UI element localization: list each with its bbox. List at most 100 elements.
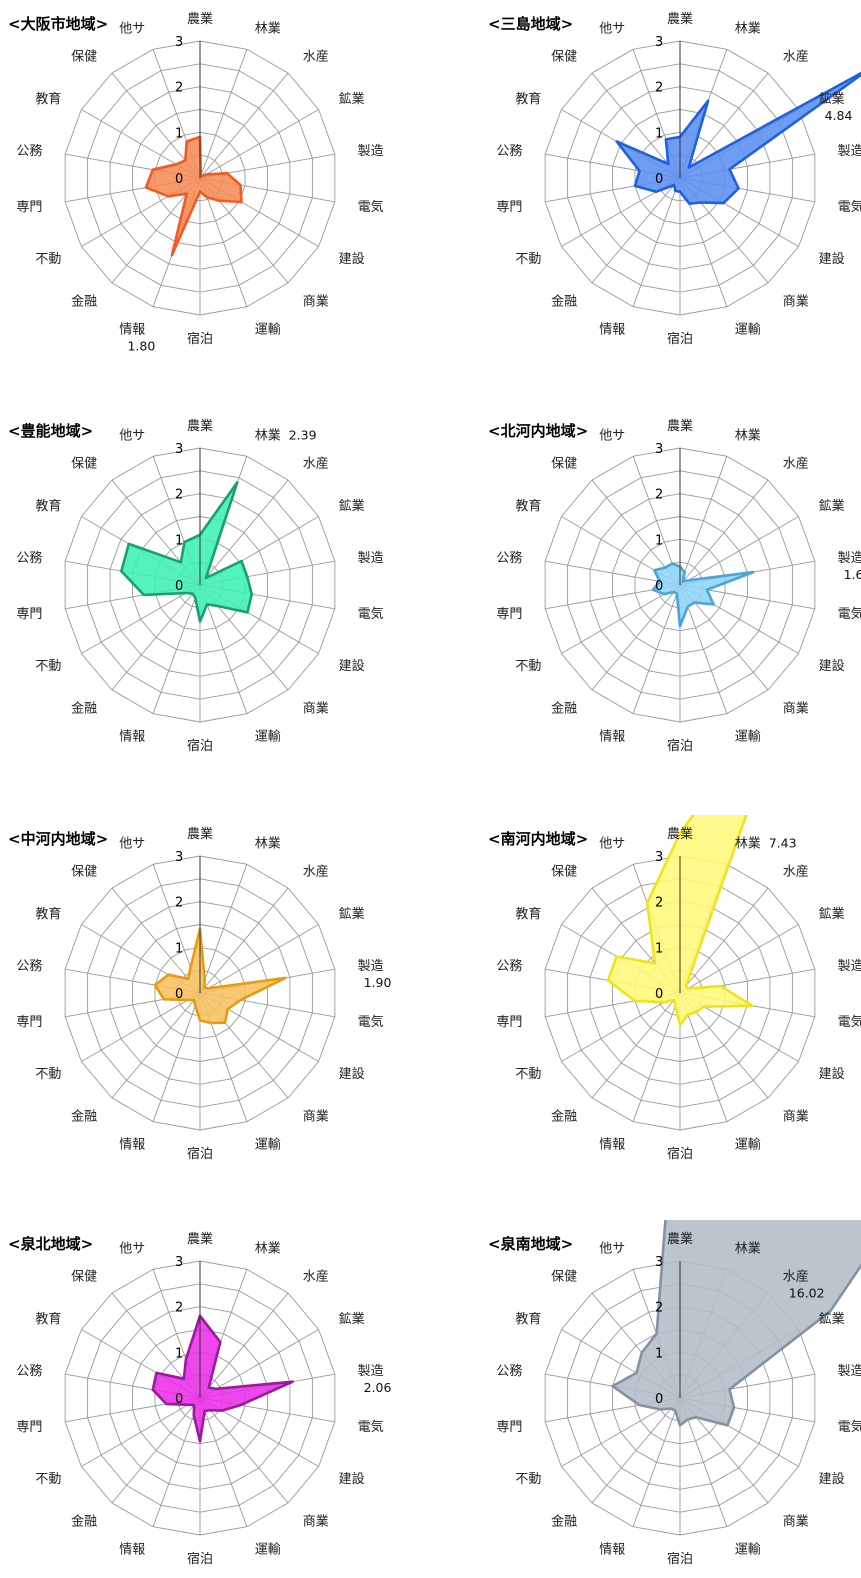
category-label: 他サ	[599, 1242, 625, 1257]
tick-label: 1	[175, 941, 183, 956]
chart-title: <大阪市地域>	[8, 15, 108, 33]
tick-label: 1	[655, 1346, 663, 1361]
category-label: 農業	[187, 11, 213, 27]
tick-label: 2	[175, 1301, 183, 1316]
category-label: 農業	[187, 826, 213, 842]
tick-label: 3	[655, 442, 663, 457]
category-label: 運輸	[735, 1137, 761, 1152]
value-annotation: 2.06	[364, 1380, 392, 1395]
category-label: 情報	[599, 1542, 625, 1557]
grid-spoke	[199, 72, 289, 179]
chart-title: <中河内地域>	[8, 830, 108, 848]
category-label: 宿泊	[187, 1551, 213, 1567]
grid-spoke	[199, 1329, 319, 1399]
category-label: 商業	[783, 294, 809, 310]
series-area	[120, 481, 253, 623]
grid-spoke	[111, 992, 201, 1099]
category-label: 保健	[71, 1269, 97, 1284]
tick-label: 2	[175, 488, 183, 503]
category-label: 水産	[303, 863, 329, 879]
grid-spoke	[199, 177, 248, 307]
category-label: 製造	[838, 551, 861, 566]
category-label: 金融	[551, 294, 577, 310]
category-label: 製造	[358, 1364, 384, 1379]
category-label: 製造	[838, 1364, 861, 1379]
category-label: 運輸	[735, 1542, 761, 1557]
category-label: 情報	[119, 322, 145, 337]
chart-title: <豊能地域>	[8, 422, 93, 440]
category-label: 金融	[71, 1109, 97, 1125]
category-label: 宿泊	[667, 1551, 693, 1567]
category-label: 農業	[667, 826, 693, 842]
grid-spoke	[632, 584, 681, 714]
series-area	[153, 927, 287, 1025]
grid-spoke	[199, 584, 248, 714]
category-label: 専門	[16, 607, 42, 622]
category-label: 林業	[255, 836, 281, 852]
category-label: 公務	[16, 551, 42, 566]
category-label: 建設	[819, 251, 845, 267]
grid-spoke	[81, 584, 201, 654]
category-label: 宿泊	[667, 738, 693, 754]
tick-label: 2	[175, 81, 183, 96]
category-label: 水産	[783, 863, 809, 879]
category-label: 他サ	[599, 429, 625, 444]
category-label: 宿泊	[187, 738, 213, 754]
category-label: 保健	[71, 49, 97, 64]
grid-spoke	[199, 1397, 248, 1527]
grid-spoke	[199, 924, 319, 994]
grid-spoke	[679, 479, 769, 586]
category-label: 情報	[599, 729, 625, 744]
category-label: 鉱業	[339, 498, 365, 514]
category-label: 情報	[599, 1137, 625, 1152]
tick-label: 3	[175, 1255, 183, 1270]
category-label: 電気	[358, 199, 384, 215]
chart-title: <南河内地域>	[488, 830, 588, 848]
series-area	[151, 1314, 294, 1443]
category-label: 鉱業	[819, 498, 845, 514]
grid-spoke	[111, 584, 201, 691]
grid-spoke	[199, 49, 248, 179]
category-label: 鉱業	[819, 1311, 845, 1327]
category-label: 林業	[255, 21, 281, 37]
value-annotation: 1.63	[844, 567, 861, 582]
category-label: 他サ	[599, 22, 625, 37]
grid-spoke	[591, 1397, 681, 1504]
category-label: 商業	[303, 1514, 329, 1530]
category-label: 林業	[735, 21, 761, 37]
category-label: 不動	[35, 659, 61, 674]
category-label: 建設	[819, 1066, 845, 1082]
category-label: 建設	[819, 1471, 845, 1487]
tick-label: 0	[655, 1392, 663, 1407]
tick-label: 1	[655, 126, 663, 141]
category-label: 運輸	[255, 1542, 281, 1557]
category-label: 電気	[358, 1419, 384, 1435]
category-label: 水産	[783, 48, 809, 64]
category-label: 他サ	[599, 837, 625, 852]
value-annotation: 2.39	[289, 428, 317, 443]
category-label: 専門	[16, 1420, 42, 1435]
category-label: 保健	[551, 49, 577, 64]
grid-spoke	[152, 584, 201, 714]
tick-label: 3	[655, 1255, 663, 1270]
category-label: 不動	[35, 1472, 61, 1487]
category-label: 情報	[119, 1542, 145, 1557]
tick-label: 3	[655, 850, 663, 865]
category-label: 林業	[735, 1241, 761, 1257]
category-label: 金融	[551, 701, 577, 717]
category-label: 教育	[35, 906, 61, 922]
category-label: 水産	[783, 455, 809, 471]
category-label: 農業	[187, 1231, 213, 1247]
category-label: 商業	[303, 294, 329, 310]
tick-label: 0	[655, 172, 663, 187]
category-label: 金融	[71, 1514, 97, 1530]
tick-label: 1	[175, 533, 183, 548]
tick-label: 2	[655, 896, 663, 911]
tick-label: 0	[175, 172, 183, 187]
category-label: 教育	[515, 906, 541, 922]
grid-spoke	[561, 992, 681, 1062]
category-label: 運輸	[255, 322, 281, 337]
